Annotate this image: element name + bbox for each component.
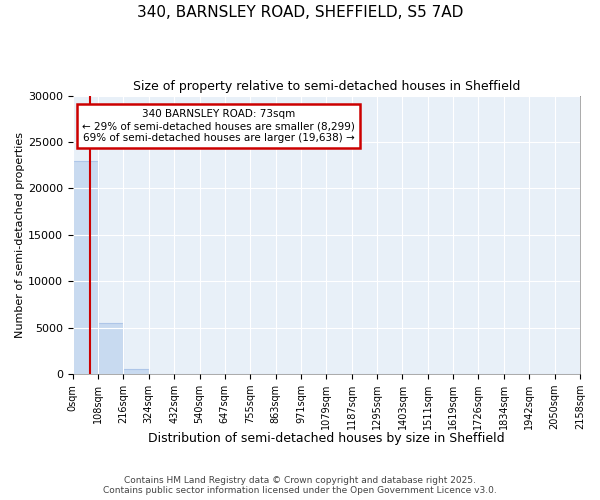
Text: 340, BARNSLEY ROAD, SHEFFIELD, S5 7AD: 340, BARNSLEY ROAD, SHEFFIELD, S5 7AD <box>137 5 463 20</box>
Text: 340 BARNSLEY ROAD: 73sqm
← 29% of semi-detached houses are smaller (8,299)
69% o: 340 BARNSLEY ROAD: 73sqm ← 29% of semi-d… <box>82 110 355 142</box>
Text: Contains HM Land Registry data © Crown copyright and database right 2025.
Contai: Contains HM Land Registry data © Crown c… <box>103 476 497 495</box>
Title: Size of property relative to semi-detached houses in Sheffield: Size of property relative to semi-detach… <box>133 80 520 93</box>
Y-axis label: Number of semi-detached properties: Number of semi-detached properties <box>15 132 25 338</box>
Bar <box>98 323 124 374</box>
X-axis label: Distribution of semi-detached houses by size in Sheffield: Distribution of semi-detached houses by … <box>148 432 505 445</box>
Bar <box>124 370 149 374</box>
Bar <box>73 160 98 374</box>
